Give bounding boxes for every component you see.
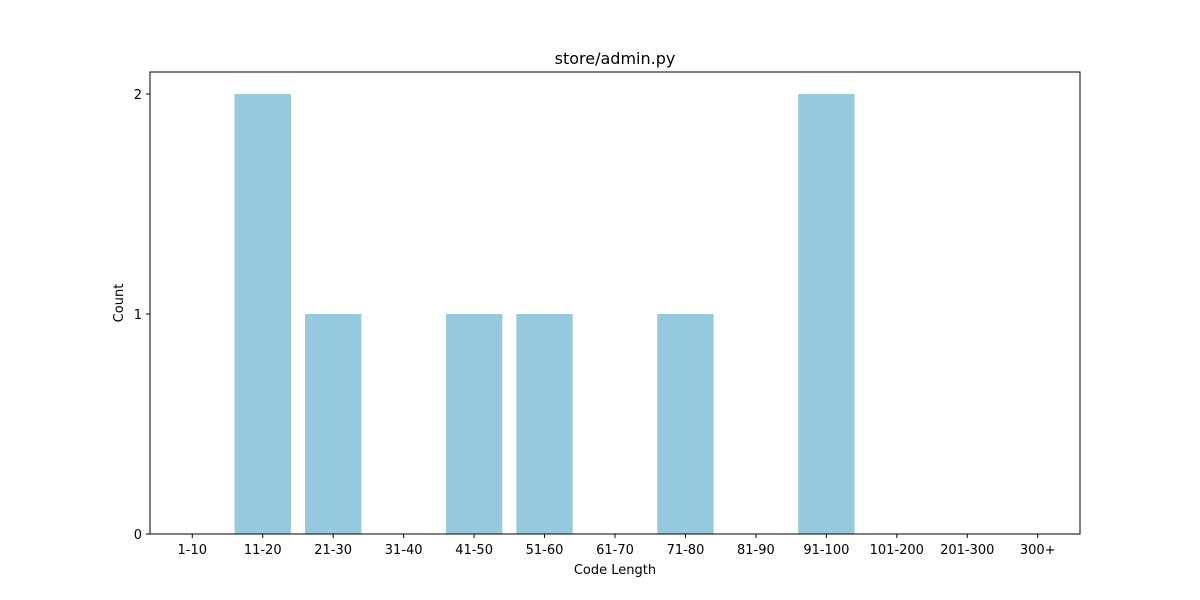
x-axis-ticks: 1-10 11-20 21-30 31-40 41-50 51-60 61-70 71-80 8… xyxy=(178,534,1056,558)
x-tick-label: 41-50 xyxy=(455,543,493,558)
x-tick-label: 61-70 xyxy=(596,543,634,558)
x-tick-label: 1-10 xyxy=(178,543,208,558)
x-tick-label: 71-80 xyxy=(667,543,705,558)
y-axis-ticks: 0 1 2 xyxy=(134,88,150,543)
bar-51-60 xyxy=(516,314,573,534)
chart-title: store/admin.py xyxy=(555,49,676,68)
x-tick-label: 91-100 xyxy=(803,543,849,558)
x-tick-label: 21-30 xyxy=(314,543,352,558)
y-tick-label: 0 xyxy=(134,528,142,543)
bar-11-20 xyxy=(234,94,291,534)
y-axis-label: Count xyxy=(112,284,127,323)
x-tick-label: 31-40 xyxy=(385,543,423,558)
y-tick-label: 1 xyxy=(134,308,142,323)
x-tick-label: 51-60 xyxy=(526,543,564,558)
bar-71-80 xyxy=(657,314,714,534)
x-tick-label: 11-20 xyxy=(244,543,282,558)
x-tick-label: 81-90 xyxy=(737,543,775,558)
y-tick-label: 2 xyxy=(134,88,142,103)
x-tick-label: 101-200 xyxy=(870,543,924,558)
bar-91-100 xyxy=(798,94,855,534)
bars-group xyxy=(234,94,855,534)
x-axis-label: Code Length xyxy=(574,563,656,578)
bar-41-50 xyxy=(445,314,503,534)
bar-21-30 xyxy=(305,314,362,534)
plot-frame xyxy=(149,71,1081,535)
x-tick-label: 201-300 xyxy=(940,543,994,558)
x-tick-label: 300+ xyxy=(1020,543,1056,558)
